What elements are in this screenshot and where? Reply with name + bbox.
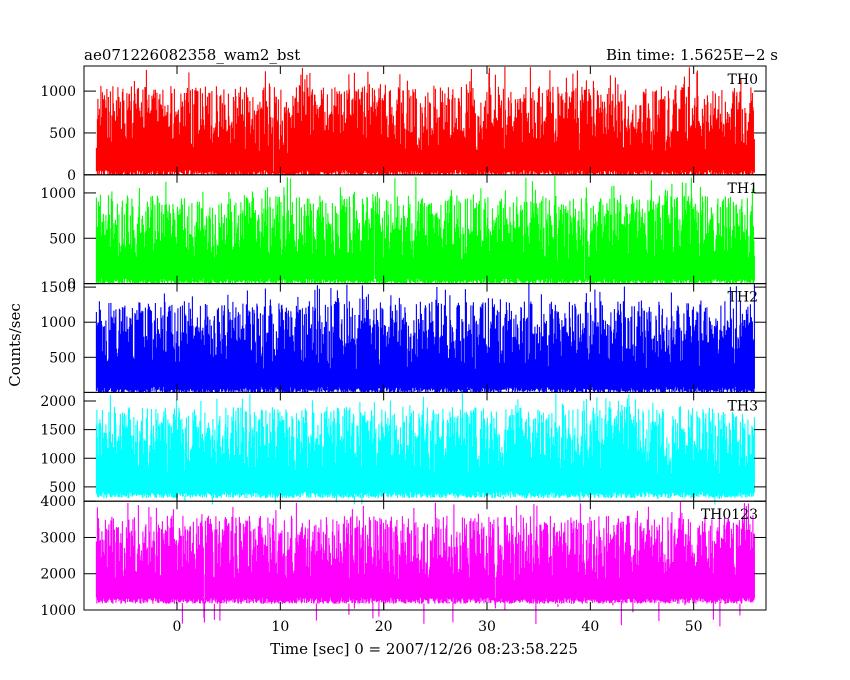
- y-tick-label: 1000: [40, 84, 76, 100]
- x-tick-label: 40: [581, 619, 599, 635]
- light-curve-th0: [95, 66, 755, 175]
- panel-tag-th0123: TH0123: [701, 507, 758, 523]
- y-tick-label: 500: [49, 126, 76, 142]
- light-curve-th1: [95, 175, 755, 284]
- x-tick-label: 0: [173, 619, 182, 635]
- panel-frame-th0123: [83, 500, 767, 611]
- x-tick-label: 30: [478, 619, 496, 635]
- x-tick-label: 20: [375, 619, 393, 635]
- x-tick-label: 50: [685, 619, 703, 635]
- y-tick-label: 0: [67, 168, 76, 184]
- y-tick-label: 2000: [40, 567, 76, 583]
- y-tick-label: 500: [49, 350, 76, 366]
- y-tick-label: 1000: [40, 451, 76, 467]
- light-curve-th0123: [95, 502, 755, 627]
- panel-tag-th2: TH2: [728, 290, 758, 306]
- y-tick-label: 500: [49, 231, 76, 247]
- y-tick-label: 3000: [40, 530, 76, 546]
- y-tick-label: 1000: [40, 315, 76, 331]
- y-tick-label: 2000: [40, 394, 76, 410]
- light-curve-th2: [95, 283, 755, 393]
- y-tick-label: 1000: [40, 603, 76, 619]
- y-axis-title: Counts/sec: [6, 303, 24, 387]
- y-tick-label: 0: [67, 277, 76, 293]
- panel-tag-th1: TH1: [728, 181, 758, 197]
- y-tick-label: 500: [49, 480, 76, 496]
- x-tick-label: 10: [271, 619, 289, 635]
- y-tick-label: 1000: [40, 186, 76, 202]
- panel-tag-th3: TH3: [728, 398, 758, 414]
- light-curve-th3: [95, 392, 755, 505]
- chart-subtitle: Bin time: 1.5625E−2 s: [606, 46, 778, 64]
- y-tick-label: 1500: [40, 280, 76, 296]
- y-tick-label: 4000: [40, 494, 76, 510]
- panel-tag-th0: TH0: [728, 72, 758, 88]
- chart-title: ae071226082358_wam2_bst: [84, 46, 300, 64]
- x-axis-title: Time [sec] 0 = 2007/12/26 08:23:58.225: [270, 640, 578, 658]
- y-tick-label: 1500: [40, 423, 76, 439]
